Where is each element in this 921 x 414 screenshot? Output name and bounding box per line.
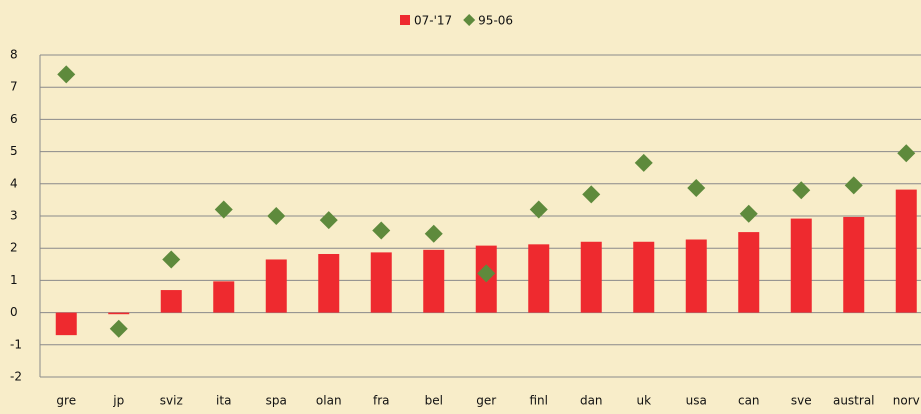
bar [895, 189, 917, 313]
diamond-marker [57, 65, 76, 84]
diamond-marker [477, 264, 496, 283]
diamond-marker [372, 221, 391, 240]
y-tick-label: 6 [10, 112, 18, 126]
x-tick-label: fra [373, 394, 390, 408]
bar [633, 241, 655, 313]
x-tick-label: ger [476, 394, 496, 408]
x-tick-label: sve [791, 394, 812, 408]
bar [265, 259, 287, 313]
legend-label: 95-06 [478, 14, 513, 28]
y-tick-label: -2 [10, 370, 22, 384]
x-tick-label: ita [216, 394, 231, 408]
x-tick-label: dan [580, 394, 603, 408]
diamond-marker [739, 204, 758, 223]
x-tick-label: norv [893, 394, 920, 408]
x-tick-label: gre [56, 394, 76, 408]
bar [423, 249, 445, 313]
diamond-marker [267, 207, 286, 225]
y-tick-label: 3 [10, 209, 18, 223]
legend-swatch [400, 15, 410, 25]
x-tick-label: spa [266, 394, 287, 408]
x-tick-label: uk [636, 394, 651, 408]
bar [55, 312, 77, 336]
y-tick-label: 0 [10, 305, 18, 319]
bar [738, 232, 760, 313]
diamond-marker [529, 200, 548, 219]
bar [843, 216, 865, 313]
y-tick-label: 8 [10, 48, 18, 62]
diamond-marker [109, 319, 128, 338]
diamond-marker [897, 144, 916, 163]
y-tick-label: 4 [10, 176, 18, 190]
bar [685, 239, 707, 313]
x-tick-label: finl [530, 394, 549, 408]
y-tick-label: 5 [10, 144, 18, 158]
bar [370, 252, 392, 313]
diamond-marker [792, 181, 811, 200]
diamond-marker [319, 211, 338, 230]
y-tick-label: 2 [10, 241, 18, 255]
x-tick-label: can [738, 394, 760, 408]
x-tick-label: austral [833, 394, 875, 408]
diamond-marker [687, 178, 706, 197]
legend-swatch [463, 14, 476, 26]
bar [160, 290, 182, 313]
x-tick-label: bel [425, 394, 443, 408]
x-tick-label: usa [686, 394, 707, 408]
diamond-marker [582, 185, 601, 204]
x-tick-label: olan [316, 394, 342, 408]
bar [580, 241, 602, 313]
bar [528, 244, 550, 313]
bar [318, 253, 340, 313]
y-tick-label: 7 [10, 80, 18, 94]
diamond-marker [424, 224, 443, 243]
bar [790, 218, 812, 313]
x-tick-label: jp [112, 394, 124, 408]
y-tick-label: 1 [10, 273, 18, 287]
x-tick-label: sviz [160, 394, 183, 408]
legend-label: 07-'17 [414, 14, 452, 28]
diamond-marker [844, 176, 863, 195]
diamond-marker [214, 200, 233, 219]
bar [213, 281, 235, 313]
diamond-marker [162, 250, 181, 269]
bar [108, 312, 130, 315]
y-tick-label: -1 [10, 337, 22, 351]
diamond-marker [634, 153, 653, 172]
